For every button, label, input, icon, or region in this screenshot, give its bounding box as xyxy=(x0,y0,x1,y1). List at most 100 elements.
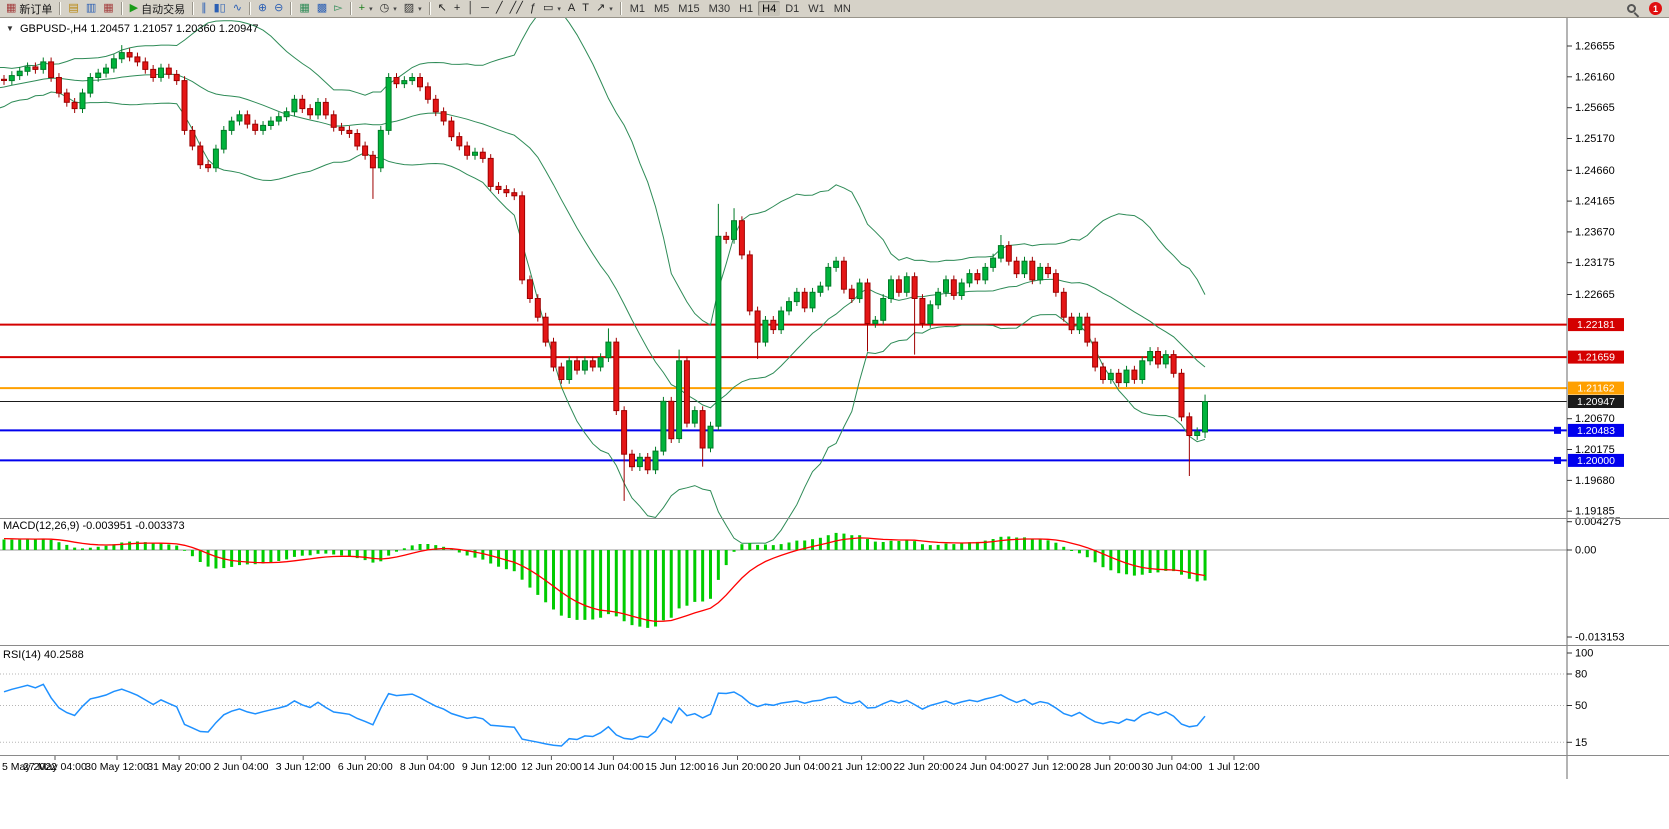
candle xyxy=(660,400,667,452)
candle xyxy=(943,279,949,293)
trendline-button[interactable]: ╱ xyxy=(493,1,506,17)
toolbar-separator xyxy=(290,2,293,15)
bar-chart-button[interactable]: ∥ xyxy=(198,1,210,17)
candle xyxy=(346,129,353,135)
timeframe-D1[interactable]: D1 xyxy=(781,1,803,16)
candle xyxy=(613,341,620,412)
notification-badge[interactable]: 1 xyxy=(1649,2,1662,15)
timeframe-M30[interactable]: M30 xyxy=(705,1,734,16)
candle xyxy=(369,154,376,169)
timeframe-H4[interactable]: H4 xyxy=(758,1,781,16)
navigator-icon: ▥ xyxy=(85,2,97,14)
svg-text:6 Jun 20:00: 6 Jun 20:00 xyxy=(338,761,393,773)
candle xyxy=(1060,291,1067,318)
candle xyxy=(958,282,965,296)
shapes-button[interactable]: ▭ ▾ xyxy=(540,1,564,17)
candle xyxy=(668,400,675,440)
search-icon[interactable] xyxy=(1627,4,1636,13)
toolbar-separator xyxy=(349,2,352,15)
indicators-button[interactable]: + ▾ xyxy=(356,1,376,17)
line-chart-button[interactable]: ∿ xyxy=(230,1,245,17)
candle xyxy=(479,151,486,159)
timeframe-M5[interactable]: M5 xyxy=(650,1,673,16)
candle xyxy=(676,360,683,440)
chart-shift-icon: ▻ xyxy=(334,2,343,14)
vertical-line-button[interactable]: │ xyxy=(464,1,477,17)
candle xyxy=(691,410,698,424)
candle xyxy=(880,298,887,321)
candle xyxy=(134,56,141,63)
candle xyxy=(315,101,321,116)
candle xyxy=(526,279,533,299)
candle xyxy=(181,80,188,131)
auto-trading-button[interactable]: ▶ 自动交易 xyxy=(127,1,188,17)
arrows-button[interactable]: ↗ ▾ xyxy=(593,1,616,17)
crosshair-button[interactable]: + xyxy=(451,1,463,17)
candle xyxy=(1131,369,1138,380)
candle xyxy=(1052,273,1059,293)
candle xyxy=(377,129,384,169)
svg-text:9 Jun 12:00: 9 Jun 12:00 xyxy=(462,761,517,773)
timeframe-W1[interactable]: W1 xyxy=(804,1,829,16)
horizontal-line-button[interactable]: ─ xyxy=(478,1,492,17)
cascade-windows-button[interactable]: ▩ xyxy=(314,1,330,17)
terminal-button[interactable]: ▦ xyxy=(100,1,116,17)
candle xyxy=(393,77,400,85)
candle xyxy=(605,341,612,359)
channel-button[interactable]: ╱╱ xyxy=(507,1,526,17)
timeframe-M1[interactable]: M1 xyxy=(626,1,649,16)
cursor-button[interactable]: ↖ xyxy=(435,1,450,17)
line-marker xyxy=(1554,456,1561,464)
toolbar-group-tools: + ▾ ◷ ▾ ▨ ▾ xyxy=(356,1,425,17)
candle xyxy=(715,235,722,427)
candle xyxy=(589,360,596,368)
zoom-out-button[interactable]: ⊖ xyxy=(271,1,286,17)
candle xyxy=(856,282,863,300)
candle xyxy=(1021,260,1028,275)
price-label xyxy=(1568,381,1624,395)
templates-button[interactable]: ▨ ▾ xyxy=(401,1,425,17)
dropdown-arrow-icon: ▾ xyxy=(393,5,397,13)
toolbar-group-windows: ▦ ▩ ▻ xyxy=(296,1,345,17)
price-label xyxy=(1568,423,1624,437)
candle xyxy=(362,145,369,156)
chart-menu-icon[interactable]: ▼ xyxy=(6,24,14,33)
candle xyxy=(511,192,518,197)
svg-text:3 Jun 12:00: 3 Jun 12:00 xyxy=(276,761,331,773)
toolbar-separator xyxy=(59,2,62,15)
timeframe-MN[interactable]: MN xyxy=(830,1,855,16)
chart-canvas[interactable]: 1.26655 1.26160 1.25665 1.25170 1.24660 1.241… xyxy=(0,18,1669,829)
auto-trading-label: 自动交易 xyxy=(141,3,186,16)
svg-text:27 Jun 12:00: 27 Jun 12:00 xyxy=(1017,761,1078,773)
candle xyxy=(424,86,431,100)
candle xyxy=(205,164,212,169)
candle xyxy=(746,254,753,312)
candle xyxy=(1107,372,1114,380)
chart-shift-button[interactable]: ▻ xyxy=(331,1,345,17)
horizontal-line-icon: ─ xyxy=(481,2,489,14)
templates-icon: ▨ xyxy=(403,2,415,14)
new-order-button[interactable]: ▦ 新订单 xyxy=(3,1,55,17)
tile-windows-button[interactable]: ▦ xyxy=(296,1,312,17)
candle xyxy=(236,114,243,122)
fibonacci-button[interactable]: ƒ xyxy=(527,1,539,17)
timeframe-M15[interactable]: M15 xyxy=(674,1,703,16)
svg-text:100: 100 xyxy=(1575,648,1593,660)
candle xyxy=(888,279,894,299)
candlestick-button[interactable]: ▮▯ xyxy=(211,1,229,17)
chart-title: ▼ GBPUSD-,H4 1.20457 1.21057 1.20360 1.2… xyxy=(6,23,259,35)
candle xyxy=(260,124,267,131)
market-watch-button[interactable]: ▤ xyxy=(65,1,81,17)
candle xyxy=(1202,401,1208,433)
svg-text:1.25665: 1.25665 xyxy=(1575,102,1615,114)
timeframe-H1[interactable]: H1 xyxy=(735,1,757,16)
zoom-in-button[interactable]: ⊕ xyxy=(255,1,270,17)
candle xyxy=(848,288,855,300)
price-axis[interactable]: 1.26655 1.26160 1.25665 1.25170 1.24660 1.241… xyxy=(1566,18,1625,779)
macd-signal-line xyxy=(3,537,1206,623)
text-label-button[interactable]: T xyxy=(579,1,592,17)
text-button[interactable]: A xyxy=(565,1,578,17)
periods-button[interactable]: ◷ ▾ xyxy=(377,1,400,17)
navigator-button[interactable]: ▥ xyxy=(83,1,99,17)
